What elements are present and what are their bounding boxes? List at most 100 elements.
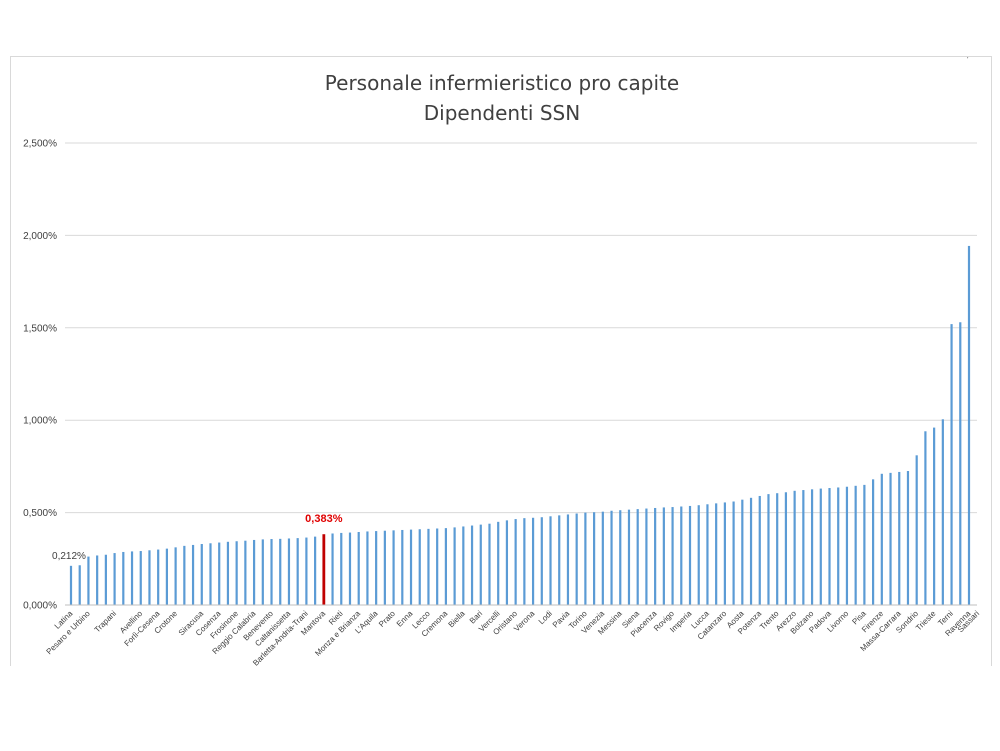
bar	[488, 523, 491, 605]
bar	[279, 538, 282, 605]
bar	[950, 324, 953, 605]
bar	[514, 519, 517, 605]
bar	[732, 501, 735, 605]
bar	[697, 505, 700, 605]
bar	[96, 555, 99, 605]
bar	[688, 505, 692, 605]
bar	[139, 551, 142, 605]
bar	[200, 544, 203, 605]
bar	[209, 543, 212, 605]
bar	[427, 528, 430, 605]
bar	[680, 506, 683, 605]
y-tick-label: 2,500%	[23, 139, 57, 150]
bar	[863, 484, 866, 605]
bar	[566, 514, 570, 605]
bar	[871, 479, 875, 605]
bar	[122, 551, 125, 605]
bar	[340, 532, 343, 605]
x-tick-label: Trieste	[914, 609, 938, 633]
bar	[470, 525, 474, 605]
bar	[967, 245, 971, 605]
bar	[802, 490, 805, 605]
bar	[261, 539, 264, 605]
bar	[348, 532, 352, 605]
bar	[898, 471, 901, 605]
bar	[444, 528, 447, 605]
gridlines	[65, 142, 977, 514]
bar	[924, 431, 927, 605]
bar	[784, 492, 788, 605]
bar	[183, 545, 186, 605]
bar	[575, 513, 578, 605]
chart-title-line-2: Dipendenti SSN	[424, 101, 580, 125]
bar	[78, 565, 81, 605]
bar	[331, 533, 334, 605]
bar	[558, 515, 561, 605]
bar	[540, 517, 543, 605]
bar	[906, 471, 910, 605]
chart-title: Personale infermieristico pro capite Dip…	[325, 71, 679, 125]
bar	[837, 487, 840, 605]
bar	[671, 507, 674, 605]
bar	[235, 541, 238, 605]
x-tick-label: Prato	[377, 609, 397, 629]
bar	[314, 536, 317, 605]
bar	[619, 510, 622, 605]
chart-title-line-1: Personale infermieristico pro capite	[325, 71, 679, 95]
bar	[375, 531, 378, 605]
bar	[87, 556, 90, 605]
bar	[392, 530, 395, 605]
bar	[636, 509, 639, 605]
bar	[601, 511, 604, 605]
data-label-highlight: 0,383%	[305, 513, 343, 525]
y-tick-label: 0,500%	[23, 508, 57, 519]
bar	[130, 551, 134, 605]
bar	[270, 539, 273, 605]
bar	[941, 419, 944, 605]
bar	[531, 517, 535, 605]
y-tick-label: 1,500%	[23, 323, 57, 334]
bar	[854, 485, 857, 605]
bar	[174, 547, 177, 605]
bar	[715, 503, 718, 605]
bar	[148, 550, 151, 605]
bar	[741, 499, 744, 605]
bar	[654, 507, 657, 605]
bar	[165, 548, 169, 605]
bar	[409, 529, 413, 605]
bar	[776, 493, 779, 605]
chart-frame: Personale infermieristico pro capite Dip…	[10, 56, 993, 667]
bar	[749, 497, 753, 605]
bar	[157, 549, 160, 605]
bar	[305, 537, 308, 605]
bar	[933, 427, 936, 605]
bar	[191, 544, 195, 605]
bar	[383, 530, 386, 605]
bar	[113, 553, 116, 605]
bar	[723, 502, 726, 605]
bar	[357, 532, 360, 605]
bar	[828, 488, 831, 605]
bar	[662, 507, 665, 605]
bar	[296, 538, 299, 605]
y-axis-tick-labels: 0,000% 0,500% 1,000% 1,500% 2,000% 2,500%	[23, 139, 57, 612]
bar	[226, 541, 230, 605]
bar	[523, 518, 526, 605]
bar	[252, 539, 256, 605]
bar	[366, 531, 369, 605]
bars	[69, 245, 971, 605]
bar	[593, 512, 596, 605]
bar	[845, 486, 849, 605]
bar	[758, 495, 761, 605]
bar	[645, 508, 648, 605]
bar	[104, 554, 107, 605]
bar	[549, 516, 552, 605]
bar-highlight	[322, 534, 326, 605]
bar	[889, 472, 892, 605]
bar	[767, 494, 770, 605]
bar	[915, 455, 918, 605]
bar-chart: Personale infermieristico pro capite Dip…	[23, 57, 993, 667]
data-label: 1,943%	[961, 57, 993, 60]
bar	[505, 520, 509, 605]
